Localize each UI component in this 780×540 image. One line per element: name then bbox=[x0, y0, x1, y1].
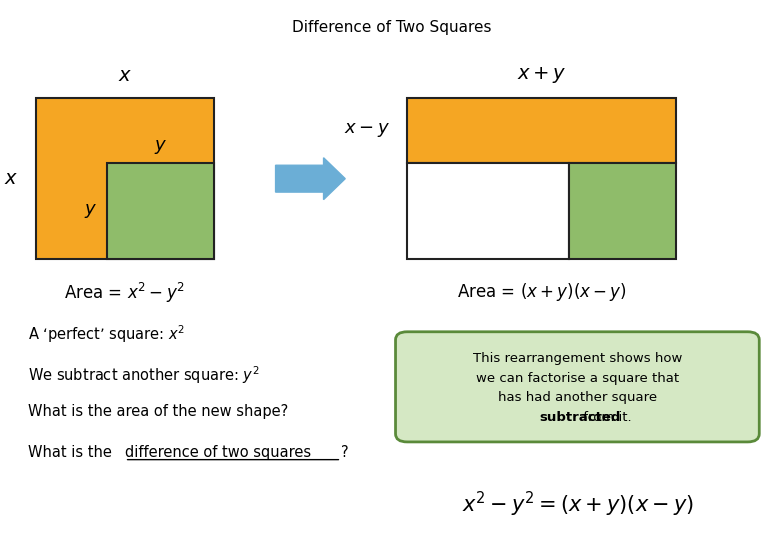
Text: We subtract another square: $y^2$: We subtract another square: $y^2$ bbox=[28, 364, 260, 386]
Text: $y$: $y$ bbox=[154, 138, 167, 156]
Text: $x - y$: $x - y$ bbox=[344, 122, 390, 139]
Text: $x + y$: $x + y$ bbox=[516, 65, 566, 85]
FancyArrow shape bbox=[275, 158, 346, 200]
Text: difference of two squares: difference of two squares bbox=[125, 444, 310, 460]
Bar bbox=[36, 98, 214, 259]
Text: Difference of Two Squares: Difference of Two Squares bbox=[292, 20, 491, 35]
Text: subtracted: subtracted bbox=[539, 411, 621, 424]
Text: we can factorise a square that: we can factorise a square that bbox=[476, 372, 679, 384]
Bar bbox=[569, 163, 676, 259]
Text: from it.: from it. bbox=[580, 411, 632, 424]
Bar bbox=[107, 163, 214, 259]
Text: A ‘perfect’ square: $x^2$: A ‘perfect’ square: $x^2$ bbox=[28, 323, 185, 346]
FancyBboxPatch shape bbox=[395, 332, 759, 442]
Text: Area = $(x + y)(x - y)$: Area = $(x + y)(x - y)$ bbox=[456, 281, 626, 303]
Text: This rearrangement shows how: This rearrangement shows how bbox=[473, 352, 682, 365]
Text: subtracted from it.: subtracted from it. bbox=[515, 411, 640, 424]
Text: has had another square: has had another square bbox=[498, 392, 657, 404]
Text: Area = $x^2 - y^2$: Area = $x^2 - y^2$ bbox=[64, 281, 185, 305]
Text: What is the area of the new shape?: What is the area of the new shape? bbox=[28, 404, 288, 419]
Text: ?: ? bbox=[342, 444, 349, 460]
Text: $x^2 - y^2 = (x + y)(x - y)$: $x^2 - y^2 = (x + y)(x - y)$ bbox=[462, 490, 693, 519]
Text: $y$: $y$ bbox=[84, 202, 98, 220]
Text: $x$: $x$ bbox=[5, 170, 19, 188]
Bar bbox=[407, 163, 569, 259]
Text: What is the: What is the bbox=[28, 444, 116, 460]
Bar bbox=[407, 98, 676, 163]
Text: $x$: $x$ bbox=[118, 66, 132, 85]
